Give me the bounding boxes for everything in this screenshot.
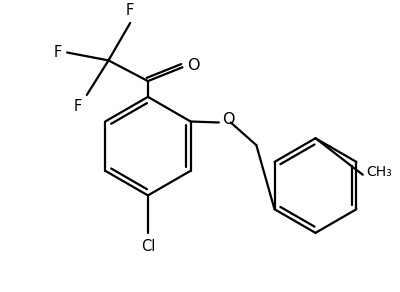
Text: F: F [74,99,82,114]
Text: F: F [126,3,134,18]
Text: Cl: Cl [141,239,155,254]
Text: O: O [222,112,234,127]
Text: CH₃: CH₃ [367,165,392,179]
Text: F: F [54,45,62,60]
Text: O: O [187,58,200,73]
